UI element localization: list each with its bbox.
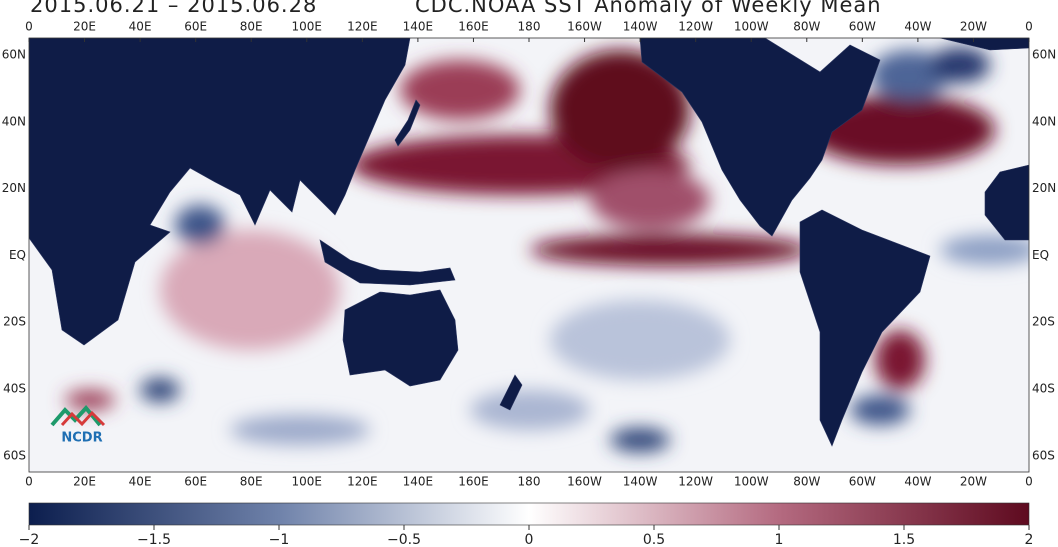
south-america — [799, 209, 931, 447]
colorbar-tick-label: 1 — [775, 532, 784, 547]
lon-label-bottom: 100W — [734, 475, 769, 489]
new-zealand — [499, 374, 523, 411]
lon-label-top: 100W — [734, 20, 769, 34]
lon-label-top: 80E — [240, 20, 263, 34]
indonesia — [319, 239, 456, 286]
north-america — [639, 38, 881, 237]
lon-label-top: 60W — [849, 20, 876, 34]
lat-label-right: 60S — [1032, 448, 1055, 462]
lat-label-left: 20S — [3, 315, 26, 329]
lon-label-bottom: 0 — [25, 475, 33, 489]
lon-label-bottom: 80W — [793, 475, 820, 489]
colorbar-tick-label: 0 — [525, 532, 534, 547]
lon-label-top: 60E — [184, 20, 207, 34]
colorbar-tick-label: −1 — [269, 532, 290, 547]
lon-label-top: 100E — [292, 20, 323, 34]
lat-label-left: 20N — [2, 181, 26, 195]
eurasia-africa — [29, 38, 411, 346]
lon-label-top: 120E — [347, 20, 378, 34]
lon-label-bottom: 0 — [1025, 475, 1033, 489]
lat-label-right: 40S — [1032, 382, 1055, 396]
logo-text: NCDR — [61, 431, 102, 446]
lon-label-bottom: 80E — [240, 475, 263, 489]
lon-label-bottom: 160E — [458, 475, 489, 489]
lat-label-right: 40N — [1032, 114, 1056, 128]
lon-label-bottom: 60W — [849, 475, 876, 489]
lon-label-top: 40W — [904, 20, 931, 34]
lon-label-top: 160W — [567, 20, 602, 34]
lon-label-bottom: 60E — [184, 475, 207, 489]
colorbar-tick-label: −1.5 — [137, 532, 171, 547]
lat-label-right: 20S — [1032, 315, 1055, 329]
lat-label-left: 60S — [3, 448, 26, 462]
lat-label-right: 20N — [1032, 181, 1056, 195]
lon-label-top: 140E — [403, 20, 434, 34]
lon-label-bottom: 20E — [73, 475, 96, 489]
lat-label-right: EQ — [1032, 248, 1049, 262]
lon-label-bottom: 140E — [403, 475, 434, 489]
greenland — [939, 38, 1029, 51]
lon-label-bottom: 120W — [678, 475, 713, 489]
lat-label-left: EQ — [9, 248, 26, 262]
lon-label-top: 180 — [518, 20, 541, 34]
lon-label-top: 160E — [458, 20, 489, 34]
lat-label-left: 60N — [2, 48, 26, 62]
lon-label-bottom: 140W — [623, 475, 658, 489]
lon-label-top: 140W — [623, 20, 658, 34]
lon-label-bottom: 160W — [567, 475, 602, 489]
lon-label-top: 120W — [678, 20, 713, 34]
lon-label-top: 0 — [25, 20, 33, 34]
lon-label-bottom: 40W — [904, 475, 931, 489]
lon-label-top: 20W — [960, 20, 987, 34]
colorbar-tick-label: −2 — [19, 532, 40, 547]
lon-label-top: 20E — [73, 20, 96, 34]
colorbar-tick-label: 0.5 — [643, 532, 665, 547]
date-range: 2015.06.21 – 2015.06.28 — [30, 0, 317, 17]
lon-label-bottom: 40E — [129, 475, 152, 489]
lon-label-bottom: 100E — [292, 475, 323, 489]
lon-label-bottom: 120E — [347, 475, 378, 489]
lat-label-left: 40N — [2, 114, 26, 128]
lat-label-left: 40S — [3, 382, 26, 396]
logo: NCDR — [50, 404, 106, 446]
colorbar-tick-label: 1.5 — [893, 532, 915, 547]
australia — [342, 289, 459, 387]
colorbar-tick-label: −0.5 — [387, 532, 421, 547]
colorbar — [28, 502, 1030, 526]
lon-label-top: 40E — [129, 20, 152, 34]
map-title: CDC.NOAA SST Anomaly of Weekly Mean — [415, 0, 882, 17]
lon-label-bottom: 180 — [518, 475, 541, 489]
west-africa — [984, 164, 1029, 241]
lat-label-right: 60N — [1032, 48, 1056, 62]
colorbar-tick-label: 2 — [1025, 532, 1034, 547]
anomaly-field — [65, 47, 1029, 452]
map — [29, 38, 1029, 472]
lon-label-top: 80W — [793, 20, 820, 34]
japan — [394, 99, 421, 147]
lon-label-top: 0 — [1025, 20, 1033, 34]
lon-label-bottom: 20W — [960, 475, 987, 489]
